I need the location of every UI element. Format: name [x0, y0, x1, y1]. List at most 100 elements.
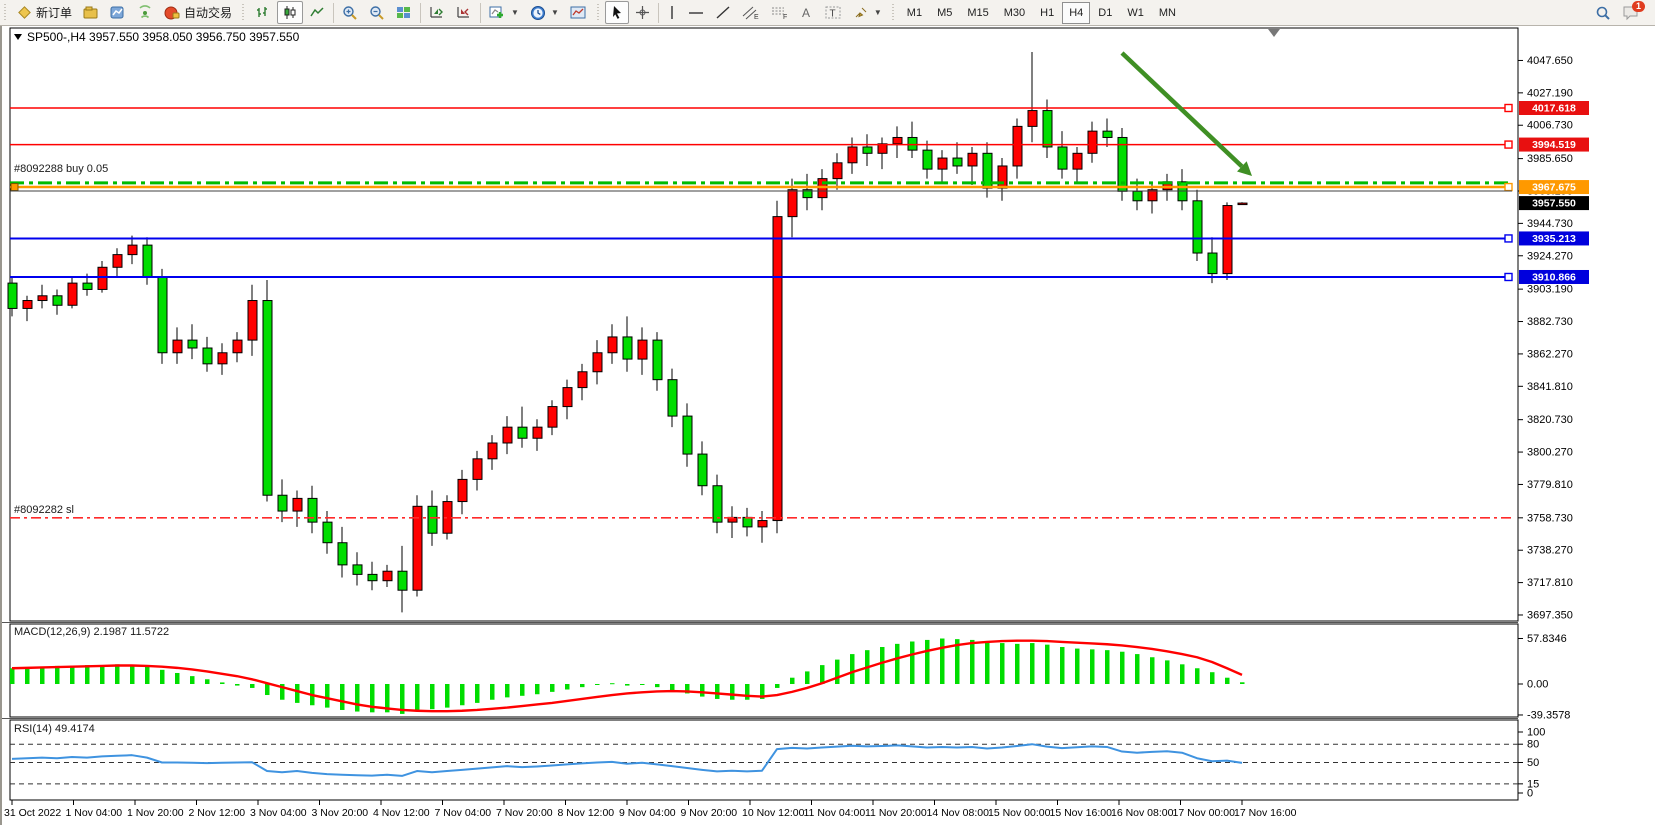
chart-shift-marker[interactable] [1268, 29, 1280, 37]
horizontal-lines[interactable] [10, 103, 1513, 519]
candle-down [307, 497, 318, 523]
line-anchor [10, 183, 19, 192]
svg-text:3935.213: 3935.213 [1532, 233, 1576, 245]
trend-arrow[interactable] [1120, 51, 1252, 176]
toolbar-grip[interactable] [3, 3, 8, 22]
chart-profiles-button[interactable] [78, 1, 104, 24]
macd-bar [820, 665, 825, 684]
auto-scroll-button[interactable] [424, 1, 450, 24]
stop-loss-label[interactable]: #8092282 sl [14, 504, 74, 516]
svg-text:3779.810: 3779.810 [1527, 479, 1573, 491]
macd-bar [1000, 643, 1005, 684]
position-label[interactable]: #8092288 buy 0.05 [14, 163, 109, 175]
svg-text:3738.270: 3738.270 [1527, 545, 1573, 557]
svg-text:3717.810: 3717.810 [1527, 577, 1573, 589]
candle-up [112, 254, 123, 268]
macd-bar [205, 679, 210, 684]
chart-shift-icon [457, 7, 470, 18]
timeframe-d1[interactable]: D1 [1098, 6, 1113, 19]
horizontal-line-icon [688, 12, 703, 14]
candle-down [352, 564, 363, 575]
zoom-in-icon [343, 6, 357, 20]
arrows-icon [855, 7, 867, 18]
horizontal-line-button[interactable] [683, 1, 709, 24]
macd-bar [670, 684, 675, 691]
candle-down [397, 570, 408, 591]
market-watch-button[interactable] [105, 1, 131, 24]
time-axis[interactable]: 31 Oct 2022 1 Nov 04:00 1 Nov 20:00 2 Nov 1… [4, 800, 1297, 819]
macd-bar [1180, 664, 1185, 684]
periods-button[interactable]: ▼ [525, 1, 564, 24]
macd-bar [940, 638, 945, 684]
crosshair-button[interactable] [630, 1, 655, 24]
templates-button[interactable] [565, 1, 592, 24]
vertical-line-button[interactable] [662, 1, 682, 24]
candle-up [967, 152, 978, 167]
macd-bar [1060, 647, 1065, 684]
timeframe-mn[interactable]: MN [1158, 6, 1176, 19]
macd-bar [250, 684, 255, 688]
macd-bar [1090, 649, 1095, 684]
chart-canvas[interactable]: 4047.6504027.1904006.7303985.6503965.190… [2, 26, 1655, 825]
tile-windows-button[interactable] [391, 1, 417, 24]
timeframe-m15[interactable]: M15 [967, 6, 989, 19]
timeframe-m1[interactable]: M1 [906, 6, 923, 19]
candle-down [1102, 130, 1113, 138]
equidistant-channel-button[interactable]: E [737, 1, 765, 24]
chart-ohlc-header[interactable]: SP500-,H4 3957.550 3958.050 3956.750 395… [14, 30, 299, 44]
macd-axis[interactable]: 57.8346 0.00 -39.3578 [1518, 633, 1570, 721]
svg-text:1 Nov 20:00: 1 Nov 20:00 [127, 807, 184, 819]
toolbar-grip[interactable] [890, 3, 896, 22]
toolbar-grip[interactable] [595, 3, 601, 22]
svg-text:7 Nov 20:00: 7 Nov 20:00 [496, 807, 553, 819]
svg-text:11 Nov 04:00: 11 Nov 04:00 [804, 807, 866, 819]
chart-shift-button[interactable] [451, 1, 477, 24]
trendline-button[interactable] [710, 1, 736, 24]
candle-down [712, 485, 723, 523]
macd-bar [745, 684, 750, 700]
svg-text:100: 100 [1527, 727, 1545, 739]
fibonacci-button[interactable]: F [766, 1, 794, 24]
macd-bar [550, 684, 555, 692]
macd-bar [880, 647, 885, 684]
candle-down [622, 336, 633, 360]
macd-bar [85, 665, 90, 684]
candle-down [742, 516, 753, 528]
price-axis[interactable]: 4047.6504027.1904006.7303985.6503965.190… [1518, 55, 1573, 622]
new-chart-button[interactable]: ▼ [484, 1, 524, 24]
svg-text:3697.350: 3697.350 [1527, 609, 1573, 621]
line-chart-button[interactable] [304, 1, 330, 24]
candle-up [1237, 202, 1248, 206]
timeframe-m30[interactable]: M30 [1003, 6, 1026, 19]
text-button[interactable]: A [795, 1, 819, 24]
notifications-button[interactable]: 1 [1617, 0, 1645, 24]
candle-down [427, 505, 438, 534]
zoom-out-button[interactable] [364, 1, 390, 24]
macd-bar [925, 639, 930, 684]
search-button[interactable] [1590, 1, 1616, 24]
timeframe-m5[interactable]: M5 [937, 6, 953, 19]
text-label-button[interactable]: T [820, 1, 847, 24]
timeframe-h4[interactable]: H4 [1062, 1, 1091, 24]
macd-bar [580, 684, 585, 688]
macd-bar [610, 683, 615, 685]
symbol-dropdown-icon[interactable] [14, 34, 22, 40]
svg-text:9 Nov 04:00: 9 Nov 04:00 [619, 807, 676, 819]
new-order-button[interactable]: 新订单 [12, 1, 77, 24]
timeframe-h1[interactable]: H1 [1040, 6, 1055, 19]
toolbar-grip[interactable] [241, 3, 247, 22]
zoom-in-button[interactable] [337, 1, 363, 24]
autotrading-button[interactable]: 自动交易 [159, 1, 237, 24]
pane-splitter[interactable] [2, 622, 1518, 719]
cursor-button[interactable] [604, 1, 629, 24]
cursor-icon [612, 6, 621, 19]
candlestick-chart-button[interactable] [277, 1, 304, 24]
candle-up [532, 426, 543, 439]
timeframe-w1[interactable]: W1 [1127, 6, 1144, 19]
candle-up [37, 295, 48, 302]
bar-chart-button[interactable] [250, 1, 276, 24]
candle-up [502, 426, 513, 444]
arrows-button[interactable]: ▼ [848, 1, 887, 24]
signals-button[interactable] [132, 1, 158, 24]
